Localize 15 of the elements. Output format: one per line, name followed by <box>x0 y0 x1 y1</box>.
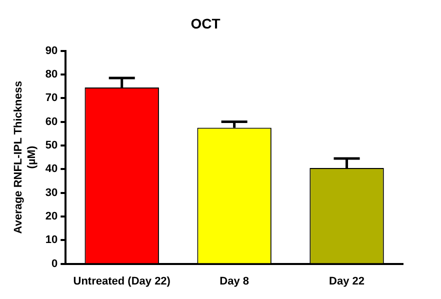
y-tick-label: 10 <box>45 234 58 246</box>
y-tick-label: 30 <box>45 186 58 199</box>
chart-title: OCT <box>190 15 221 32</box>
y-tick-label: 0 <box>52 258 58 270</box>
x-tick-label: Untreated (Day 22) <box>73 275 171 288</box>
y-tick-label: 50 <box>45 140 58 152</box>
x-tick-label: Day 22 <box>329 275 365 288</box>
y-tick-label: 60 <box>45 116 58 128</box>
y-tick-label: 40 <box>45 163 58 176</box>
y-tick-label: 80 <box>45 68 58 80</box>
y-tick-label: 70 <box>45 92 58 104</box>
y-axis-title: Average RNFL-IPL Thickness (µM) <box>12 80 38 234</box>
x-tick-label: Day 8 <box>220 275 249 288</box>
y-tick-label: 90 <box>45 44 58 57</box>
y-tick-label: 20 <box>45 210 58 222</box>
